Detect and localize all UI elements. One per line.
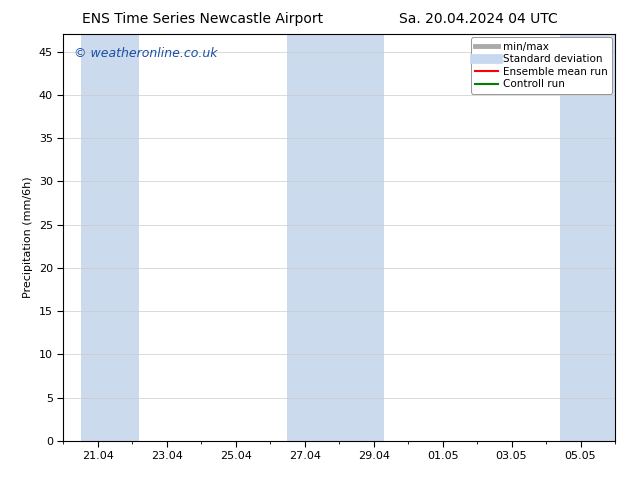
Bar [560,34,615,441]
Bar [287,34,384,441]
Text: © weatheronline.co.uk: © weatheronline.co.uk [74,47,218,59]
Y-axis label: Precipitation (mm/6h): Precipitation (mm/6h) [23,177,34,298]
Bar [81,34,139,441]
Text: Sa. 20.04.2024 04 UTC: Sa. 20.04.2024 04 UTC [399,12,558,26]
Legend: min/max, Standard deviation, Ensemble mean run, Controll run: min/max, Standard deviation, Ensemble me… [470,37,612,94]
Text: ENS Time Series Newcastle Airport: ENS Time Series Newcastle Airport [82,12,323,26]
